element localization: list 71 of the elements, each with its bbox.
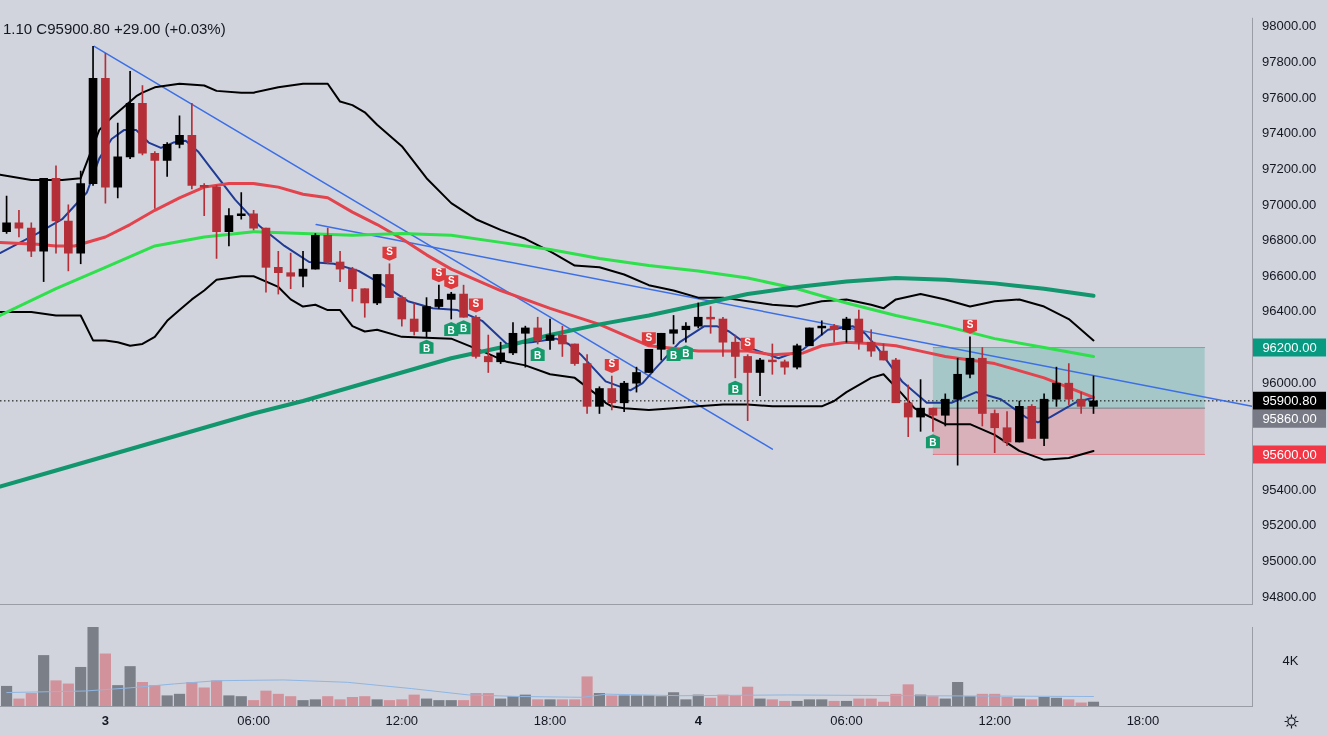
bar <box>99 653 111 706</box>
y-tick-label: 95200.00 <box>1262 517 1317 533</box>
bar <box>1063 699 1075 706</box>
annotation: S <box>744 336 752 348</box>
bar <box>371 699 383 706</box>
annotation: B <box>447 324 455 336</box>
y-tick-label: 98000.00 <box>1262 18 1317 34</box>
y-tick-label: 97000.00 <box>1262 196 1317 212</box>
annotation: 1.10 C95900.80 +29.00 (+0.03%) <box>3 20 226 38</box>
bar <box>408 694 420 706</box>
bar <box>927 696 939 706</box>
bar <box>1026 699 1038 706</box>
y-tick-label: 97400.00 <box>1262 125 1317 141</box>
annotation: S <box>447 274 455 286</box>
candlestick <box>644 348 654 373</box>
x-tick-label: 12:00 <box>978 713 1011 729</box>
text: 4K <box>1282 652 1299 668</box>
bar <box>754 698 766 706</box>
annotation: S <box>966 319 974 331</box>
y-tick-label: 95400.00 <box>1262 481 1317 497</box>
annotation: S <box>386 246 394 258</box>
bar <box>828 700 840 706</box>
annotation: B <box>459 322 468 334</box>
bar <box>112 685 124 706</box>
x-tick-label: 18:00 <box>533 713 567 729</box>
y-tick-label: 95000.00 <box>1262 553 1317 568</box>
bar <box>1087 701 1100 706</box>
y-tick-label: 96000.00 <box>1262 374 1317 390</box>
bar <box>445 700 457 706</box>
annotation: S <box>645 331 653 343</box>
x-tick-label: 18:00 <box>1126 713 1160 729</box>
bar <box>840 700 853 706</box>
annotation: B <box>422 342 431 354</box>
ref-line-label: 95900.80 <box>1262 393 1317 409</box>
x-tick-label: 06:00 <box>830 713 863 729</box>
y-tick-label: 96600.00 <box>1262 267 1317 283</box>
annotation: S <box>472 297 480 309</box>
x-tick-label: 06:00 <box>237 713 270 729</box>
annotation: B <box>929 437 937 449</box>
text: 95860.00 <box>1262 411 1317 427</box>
bar <box>853 698 865 706</box>
y-tick-label: 97200.00 <box>1262 160 1317 176</box>
bar <box>606 695 618 706</box>
bar <box>1013 698 1025 706</box>
text: 95600.00 <box>1262 447 1317 463</box>
bar <box>223 695 235 706</box>
bar <box>902 684 914 706</box>
annotation: S <box>435 267 443 279</box>
y-tick-label: 97600.00 <box>1262 89 1317 105</box>
annotation: B <box>682 347 690 359</box>
bar <box>124 666 136 706</box>
text: 96200.00 <box>1262 340 1317 356</box>
bar <box>544 699 556 706</box>
bar <box>1 685 13 706</box>
bar <box>593 693 606 706</box>
bar <box>186 681 198 706</box>
bar <box>581 676 593 706</box>
bar <box>38 655 50 706</box>
x-tick-label: 12:00 <box>385 713 419 729</box>
y-tick-label: 94800.00 <box>1262 588 1317 604</box>
annotation: B <box>669 349 678 361</box>
x-tick-label: 3 <box>101 713 110 729</box>
annotation: B <box>731 383 739 395</box>
annotation: S <box>608 358 616 370</box>
annotation: B <box>534 349 542 361</box>
x-tick-label: 4 <box>694 713 703 729</box>
y-tick-label: 96400.00 <box>1262 303 1317 319</box>
bar <box>532 699 544 706</box>
y-tick-label: 97800.00 <box>1262 53 1317 69</box>
y-tick-label: 96800.00 <box>1262 232 1317 248</box>
bar <box>235 696 247 706</box>
